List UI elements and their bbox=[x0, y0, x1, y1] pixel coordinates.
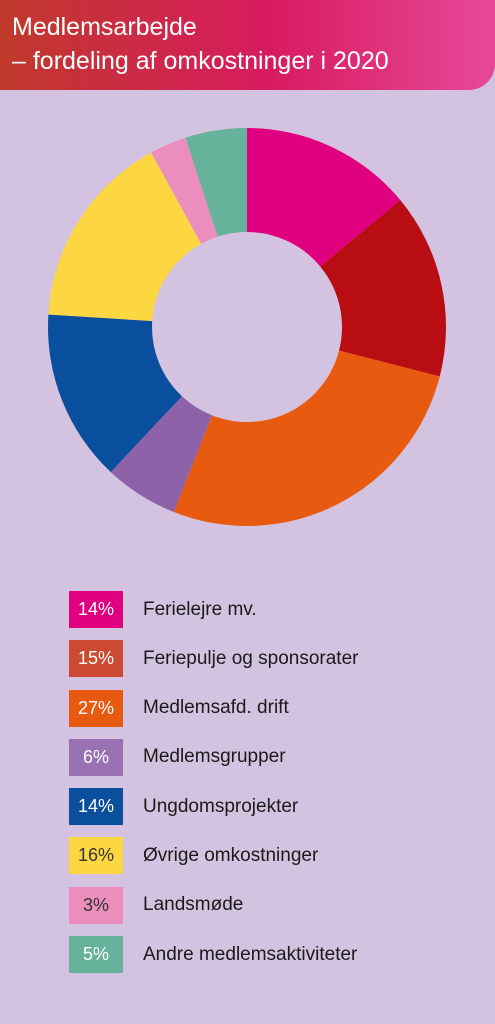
legend-label: Øvrige omkostninger bbox=[143, 844, 319, 866]
donut-slice-5 bbox=[47, 314, 182, 473]
chart-title-line-2: – fordeling af omkostninger i 2020 bbox=[12, 47, 389, 75]
legend-item: 3% Landsmøde bbox=[69, 886, 358, 924]
legend-item: 6% Medlemsgrupper bbox=[69, 738, 358, 776]
legend-label: Medlemsafd. drift bbox=[143, 697, 289, 719]
chart-title-line-1: Medlemsarbejde bbox=[12, 13, 197, 41]
legend-label: Medlemsgrupper bbox=[143, 746, 286, 768]
chart-header: Medlemsarbejde – fordeling af omkostning… bbox=[0, 0, 495, 90]
legend-label: Landsmøde bbox=[143, 894, 244, 916]
legend-swatch: 6% bbox=[69, 738, 123, 776]
legend-swatch: 14% bbox=[69, 591, 123, 628]
legend-swatch: 3% bbox=[69, 886, 123, 924]
legend-label: Andre medlemsaktiviteter bbox=[143, 943, 358, 965]
donut-slice-7 bbox=[151, 137, 218, 244]
donut-slice-6 bbox=[48, 152, 202, 322]
legend-swatch: 14% bbox=[69, 788, 123, 826]
donut-slice-2 bbox=[320, 200, 446, 377]
legend-item: 5% Andre medlemsaktiviteter bbox=[69, 936, 358, 974]
legend-label: Feriepulje og sponsorater bbox=[143, 647, 359, 669]
legend-item: 16% Øvrige omkostninger bbox=[69, 837, 358, 875]
donut-slice-3 bbox=[173, 350, 440, 526]
donut-slice-8 bbox=[185, 128, 247, 237]
legend-swatch: 5% bbox=[69, 936, 123, 974]
legend-item: 14% Ungdomsprojekter bbox=[69, 788, 358, 826]
legend-swatch: 16% bbox=[69, 837, 123, 875]
legend-label: Ferielejre mv. bbox=[143, 598, 257, 620]
donut-chart bbox=[47, 128, 446, 526]
legend-item: 15% Feriepulje og sponsorater bbox=[69, 640, 359, 678]
chart-legend: 14% Ferielejre mv. 15% Feriepulje og sponso… bbox=[69, 591, 358, 985]
legend-label: Ungdomsprojekter bbox=[143, 795, 299, 817]
legend-item: 14% Ferielejre mv. bbox=[69, 591, 358, 628]
donut-slice-4 bbox=[110, 396, 213, 513]
legend-swatch: 15% bbox=[69, 640, 123, 678]
legend-item: 27% Medlemsafd. drift bbox=[69, 689, 358, 727]
donut-slice-1 bbox=[247, 128, 401, 267]
legend-swatch: 27% bbox=[69, 689, 123, 727]
